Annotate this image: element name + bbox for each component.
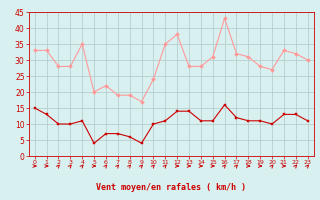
Text: Vent moyen/en rafales ( km/h ): Vent moyen/en rafales ( km/h ) [96,183,246,192]
